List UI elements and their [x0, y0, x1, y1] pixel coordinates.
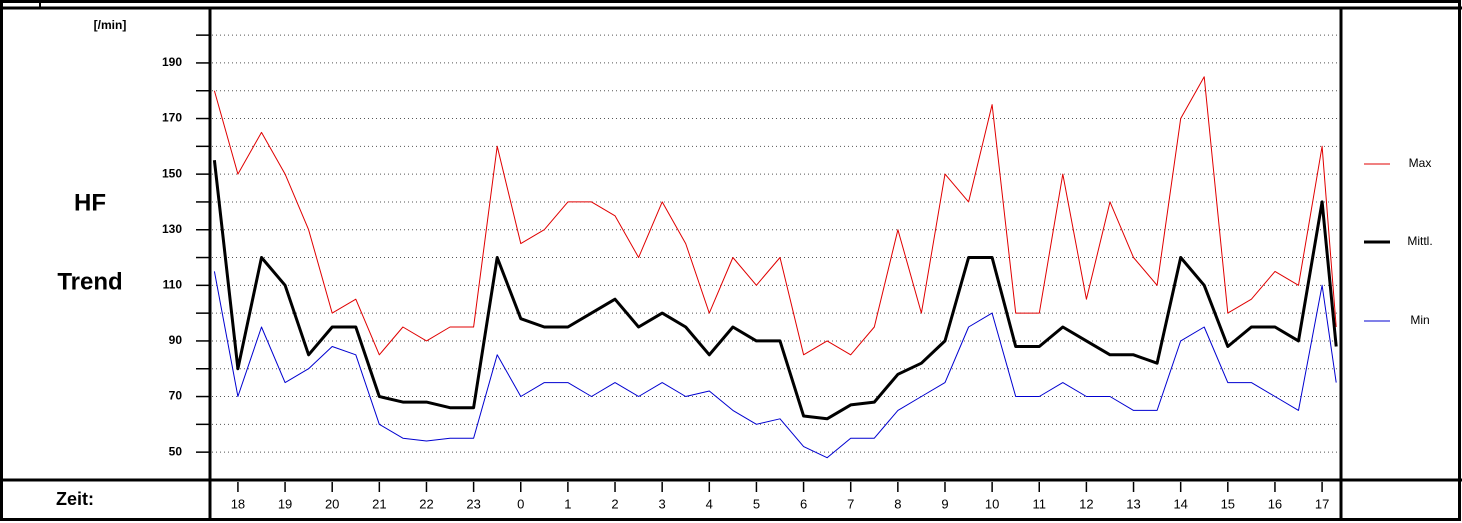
y-tick-label: 150 — [162, 166, 182, 180]
x-tick-label: 21 — [372, 496, 386, 511]
y-tick-label: 130 — [162, 222, 182, 236]
x-tick-label: 8 — [894, 496, 901, 511]
x-tick-label: 23 — [466, 496, 480, 511]
x-tick-label: 2 — [611, 496, 618, 511]
legend-label: Mittl. — [1407, 234, 1432, 248]
x-tick-label: 12 — [1079, 496, 1093, 511]
y-axis-label: [/min] — [94, 18, 127, 32]
x-tick-label: 6 — [800, 496, 807, 511]
x-axis-label: Zeit: — [56, 489, 94, 509]
x-tick-label: 22 — [419, 496, 433, 511]
x-tick-label: 7 — [847, 496, 854, 511]
title: HF — [74, 189, 106, 216]
x-tick-label: 19 — [278, 496, 292, 511]
legend-label: Min — [1410, 313, 1429, 327]
x-tick-label: 9 — [941, 496, 948, 511]
x-tick-label: 1 — [564, 496, 571, 511]
x-tick-label: 14 — [1173, 496, 1187, 511]
y-tick-label: 70 — [169, 389, 183, 403]
y-tick-label: 190 — [162, 55, 182, 69]
x-tick-label: 11 — [1033, 496, 1047, 511]
x-tick-label: 18 — [231, 496, 245, 511]
legend-label: Max — [1409, 156, 1432, 170]
x-tick-label: 4 — [706, 496, 713, 511]
series-line — [212, 160, 1338, 421]
y-tick-label: 50 — [169, 444, 183, 458]
x-tick-label: 13 — [1126, 496, 1140, 511]
series-line — [213, 76, 1337, 356]
x-tick-label: 10 — [985, 496, 999, 511]
x-tick-label: 5 — [753, 496, 760, 511]
x-tick-label: 16 — [1268, 496, 1282, 511]
x-tick-label: 3 — [659, 496, 666, 511]
y-tick-label: 170 — [162, 111, 182, 125]
title: Trend — [57, 268, 122, 295]
y-tick-label: 110 — [163, 278, 183, 292]
series-line — [213, 271, 1337, 459]
x-tick-label: 17 — [1315, 496, 1329, 511]
x-tick-label: 20 — [325, 496, 339, 511]
y-tick-label: 90 — [169, 333, 183, 347]
x-tick-label: 0 — [517, 496, 524, 511]
x-tick-label: 15 — [1221, 496, 1235, 511]
